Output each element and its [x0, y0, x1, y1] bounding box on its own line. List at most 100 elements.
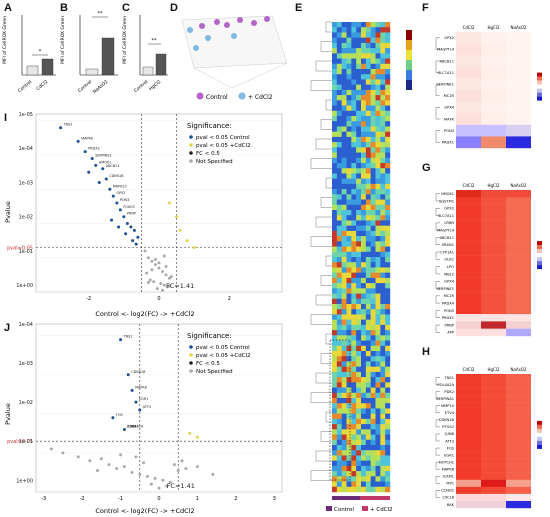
h-row-label: CCND1: [441, 489, 454, 493]
volcano-x-tick: 0: [157, 496, 160, 502]
g-row-label: APP: [447, 331, 455, 335]
volcano-point: [211, 472, 215, 476]
volcano-point: [178, 228, 182, 232]
g-row-label: PRNP: [444, 323, 454, 327]
bar-c-control: [142, 66, 154, 76]
volcano-point: [162, 283, 166, 287]
volcano-point: [184, 467, 188, 471]
heatmap-f: CdCl2 HgCl2 NaAsO2 GPX2 MAGPTL4 ABCB11 SLC7A11…: [435, 25, 542, 149]
volcano-gene-label: PRDX2: [88, 147, 100, 151]
volcano-legend-item: pval < 0.05 +CdCl2: [196, 353, 251, 359]
volcano-point: [122, 427, 126, 431]
h-row-label: FOS: [447, 446, 455, 450]
h-row-label: NOTCH1: [439, 460, 454, 464]
volcano-x-tick: 3: [273, 496, 276, 502]
volcano-y-tick: 1e-01: [19, 439, 33, 445]
heatmap-g: CdCl2 HgCl2 NaAsO2 HMOX1 SQSTM1 GPX2 SLC7A11 LR…: [435, 183, 542, 337]
volcano-i-xlabel: Control <- log2(FC) -> +CdCl2: [95, 310, 194, 318]
volcano-y-tick: pval=0.05: [7, 246, 33, 252]
volcano-point: [159, 281, 163, 285]
h-row-label: SERPINA1: [436, 397, 454, 401]
volcano-point: [88, 459, 92, 463]
panel-label-d: D: [170, 2, 178, 14]
volcano-gene-label: GPX2: [116, 191, 125, 195]
h-row-label: CDKN1B: [439, 418, 455, 422]
volcano-point: [146, 280, 150, 284]
panel-label-e: E: [295, 2, 303, 14]
volcano-point: [142, 461, 146, 465]
bar-chart-c: MFI of CellROX Green ** Control HgCl2: [122, 15, 168, 94]
volcano-point: [119, 338, 123, 342]
volcano-gene-label: CDKN1B: [109, 174, 124, 178]
h-row-label: ETV4: [445, 411, 455, 415]
volcano-point: [150, 268, 154, 272]
f-row-label: GPX4: [444, 106, 454, 110]
g-col-label: CdCl2: [463, 183, 475, 188]
volcano-y-tick: pval=0.05: [7, 439, 33, 445]
volcano-y-tick: 1e-04: [19, 146, 33, 152]
volcano-point: [83, 150, 87, 154]
volcano-point: [164, 264, 168, 268]
volcano-x-tick: -2: [86, 296, 91, 302]
bar-c-ylabel: MFI of CellROX Green: [122, 16, 128, 64]
volcano-point: [175, 215, 179, 219]
panel-label-f: F: [422, 2, 429, 14]
panel-label-i: I: [4, 112, 8, 124]
h-col-label: HgCl2: [488, 367, 500, 372]
volcano-point: [188, 431, 192, 435]
volcano-point: [115, 201, 119, 205]
volcano-gene-label: TNS1: [63, 123, 73, 127]
bar-b-naaso2: [101, 37, 115, 76]
volcano-gene-label: FOXO3: [123, 205, 134, 209]
f-row-label: SERPINE1: [436, 83, 454, 87]
bar-b-cat-1: NaAsO2: [92, 79, 110, 95]
volcano-point: [134, 242, 138, 246]
volcano-y-tick: 1e-03: [19, 361, 33, 367]
volcano-point: [172, 463, 176, 467]
f-col-label: CdCl2: [463, 25, 475, 30]
volcano-point: [185, 239, 189, 243]
h-row-label: TNS1: [444, 376, 454, 380]
volcano-point: [111, 416, 115, 420]
volcano-gene-label: JUNB: [126, 424, 136, 428]
volcano-point: [122, 215, 126, 219]
volcano-legend-item: Not Specified: [196, 369, 233, 375]
volcano-gene-label: CDKN1B: [131, 370, 146, 374]
heatmap-e-legend-cdcl2: + CdCl2: [370, 507, 393, 513]
volcano-plot-j: Control <- log2(FC) -> +CdCl2 Pvalue 1e-…: [4, 322, 283, 515]
volcano-gene-label: COL4A2A: [127, 424, 144, 428]
heatmap-e-legend-control-marker: [326, 506, 332, 511]
volcano-point: [49, 447, 53, 451]
heatmap-h: CdCl2 HgCl2 NaAsO2 TNS1 COL4A2A PDK2 SERPINA1 M…: [435, 367, 542, 509]
volcano-i-ylabel: Pvalue: [4, 201, 12, 223]
volcano-point: [168, 284, 172, 288]
volcano-point: [195, 465, 199, 469]
volcano-point: [165, 484, 169, 488]
volcano-y-tick: 1e+00: [16, 478, 33, 484]
bar-b-ylabel: MFI of CellROX Green: [60, 16, 66, 64]
volcano-gene-label: MAPK8: [135, 385, 147, 389]
volcano-x-tick: 2: [234, 496, 237, 502]
volcano-point: [192, 246, 196, 249]
heatmap-e-legend-cdcl2-marker: [362, 506, 368, 511]
volcano-point: [115, 467, 119, 471]
volcano-point: [157, 261, 161, 265]
volcano-point: [153, 476, 157, 480]
f-row-label: MAGPTL4: [437, 48, 455, 52]
volcano-point: [148, 278, 152, 282]
volcano-point: [169, 275, 173, 279]
volcano-legend-item: FC < 0.5: [196, 361, 220, 367]
volcano-point: [132, 228, 136, 232]
volcano-point: [152, 280, 156, 284]
h-row-label: ATF3: [445, 439, 454, 443]
volcano-legend-marker: [189, 135, 193, 139]
volcano-point: [94, 163, 98, 167]
volcano-j-xlabel: Control <- log2(FC) -> +CdCl2: [95, 507, 194, 515]
g-row-label: OLR1: [444, 258, 454, 262]
volcano-point: [129, 225, 133, 229]
volcano-point: [138, 472, 142, 476]
volcano-x-tick: -1: [118, 496, 123, 502]
volcano-point: [180, 459, 184, 463]
g-row-label: MAGPTL4: [437, 228, 455, 232]
volcano-y-tick: 1e+00: [16, 283, 33, 289]
